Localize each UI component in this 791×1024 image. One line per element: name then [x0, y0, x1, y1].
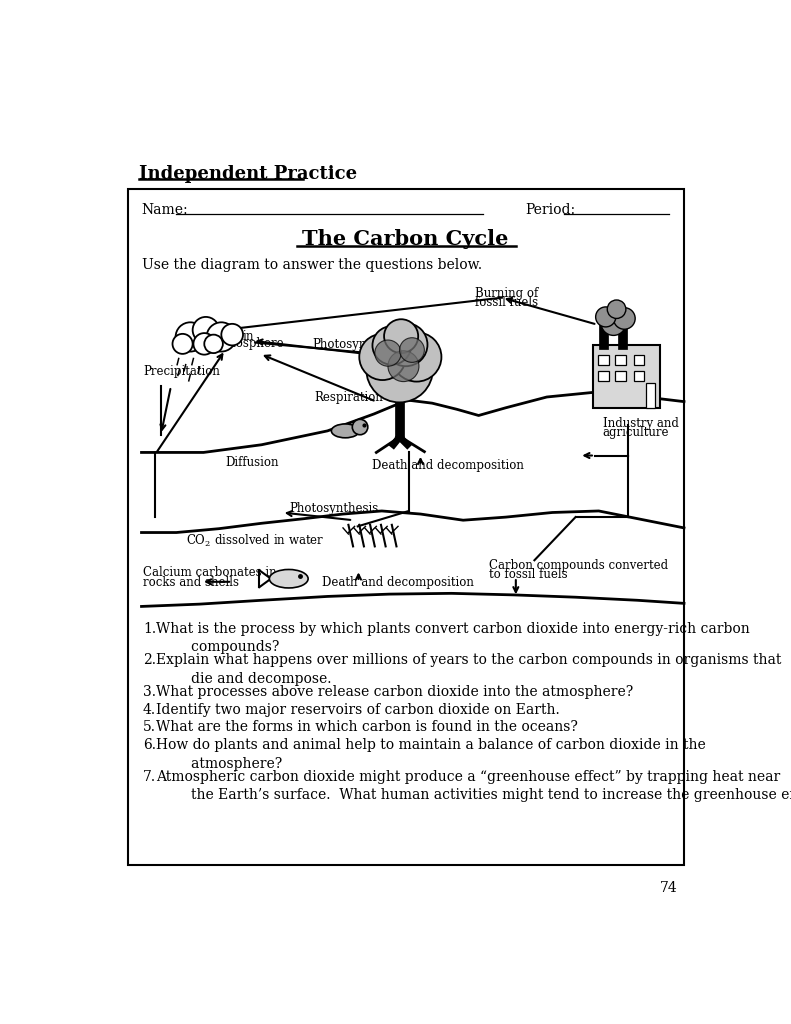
Text: Use the diagram to answer the questions below.: Use the diagram to answer the questions …: [142, 258, 482, 271]
Text: $\mathregular{CO_2}$ dissolved in water: $\mathregular{CO_2}$ dissolved in water: [186, 532, 324, 549]
Text: to fossil fuels: to fossil fuels: [490, 568, 568, 581]
Text: How do plants and animal help to maintain a balance of carbon dioxide in the
   : How do plants and animal help to maintai…: [157, 738, 706, 770]
Text: 6.: 6.: [143, 738, 156, 752]
Text: Death and decomposition: Death and decomposition: [372, 459, 524, 472]
Text: 1.: 1.: [143, 622, 156, 636]
Text: Period:: Period:: [525, 203, 575, 217]
Ellipse shape: [270, 569, 308, 588]
Text: Respiration: Respiration: [314, 391, 383, 403]
Circle shape: [359, 334, 406, 380]
Circle shape: [596, 307, 616, 327]
Bar: [615, 371, 626, 381]
Circle shape: [176, 323, 205, 351]
Text: rocks and shells: rocks and shells: [143, 575, 239, 589]
Text: Atmospheric carbon dioxide might produce a “greenhouse effect” by trapping heat : Atmospheric carbon dioxide might produce…: [157, 770, 791, 802]
Circle shape: [194, 333, 215, 354]
Bar: [646, 383, 655, 408]
Text: fossil fuels: fossil fuels: [475, 296, 538, 309]
Text: Independent Practice: Independent Practice: [139, 165, 358, 183]
Text: 3.: 3.: [143, 685, 156, 699]
Ellipse shape: [331, 424, 359, 438]
Circle shape: [204, 335, 223, 353]
Bar: [598, 355, 609, 366]
Text: agriculture: agriculture: [603, 426, 669, 439]
Circle shape: [221, 324, 243, 345]
Text: Identify two major reservoirs of carbon dioxide on Earth.: Identify two major reservoirs of carbon …: [157, 702, 560, 717]
Text: atmosphere: atmosphere: [214, 337, 284, 350]
Text: $\mathregular{CO_2}$ in: $\mathregular{CO_2}$ in: [214, 329, 255, 344]
Circle shape: [392, 333, 441, 382]
Text: 74: 74: [660, 882, 677, 895]
Circle shape: [614, 307, 635, 330]
Text: 4.: 4.: [143, 702, 156, 717]
Circle shape: [172, 334, 193, 354]
Text: Industry and: Industry and: [603, 417, 679, 430]
Circle shape: [384, 324, 427, 367]
Bar: [634, 355, 645, 366]
FancyBboxPatch shape: [128, 189, 684, 865]
Text: Precipitation: Precipitation: [143, 366, 220, 379]
Text: What processes above release carbon dioxide into the atmosphere?: What processes above release carbon diox…: [157, 685, 634, 699]
Bar: [593, 345, 660, 408]
Text: Carbon compounds converted: Carbon compounds converted: [490, 559, 668, 571]
Circle shape: [352, 420, 368, 435]
Circle shape: [399, 338, 425, 362]
Circle shape: [607, 300, 626, 318]
Text: Photosynthesis: Photosynthesis: [312, 339, 402, 351]
Text: Photosynthesis: Photosynthesis: [290, 502, 379, 515]
Text: What are the forms in which carbon is found in the oceans?: What are the forms in which carbon is fo…: [157, 721, 578, 734]
Text: What is the process by which plants convert carbon dioxide into energy-rich carb: What is the process by which plants conv…: [157, 622, 750, 654]
Text: Calcium carbonates in: Calcium carbonates in: [143, 566, 277, 580]
Text: Name:: Name:: [142, 203, 188, 217]
Text: Burning of: Burning of: [475, 287, 538, 300]
Text: 7.: 7.: [143, 770, 156, 783]
Circle shape: [601, 310, 626, 336]
Circle shape: [373, 327, 411, 365]
Text: 5.: 5.: [143, 721, 156, 734]
Circle shape: [375, 340, 401, 367]
Bar: [615, 355, 626, 366]
Circle shape: [388, 351, 419, 382]
Circle shape: [384, 319, 418, 353]
Circle shape: [193, 316, 219, 343]
Text: Explain what happens over millions of years to the carbon compounds in organisms: Explain what happens over millions of ye…: [157, 653, 782, 686]
Circle shape: [366, 336, 433, 402]
Bar: [598, 371, 609, 381]
Bar: [634, 371, 645, 381]
Circle shape: [206, 323, 236, 351]
Text: 2.: 2.: [143, 653, 156, 668]
Text: Death and decomposition: Death and decomposition: [322, 575, 474, 589]
Text: The Carbon Cycle: The Carbon Cycle: [302, 229, 508, 249]
Text: Diffusion: Diffusion: [225, 456, 278, 469]
